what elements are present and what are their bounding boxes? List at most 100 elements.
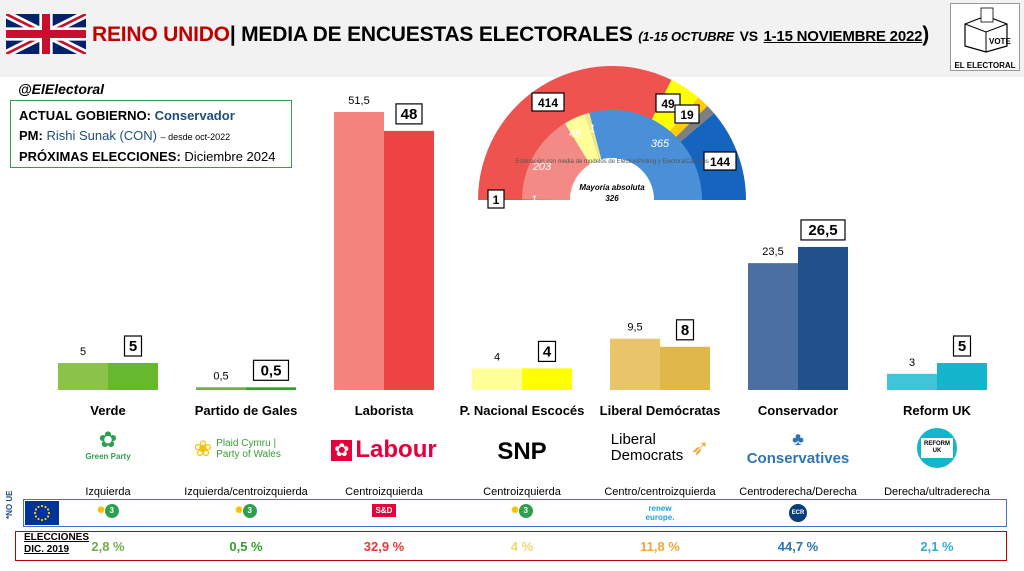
seat-box-labour-box [531, 92, 565, 112]
bar-label-nov: 0,5 [261, 362, 282, 379]
title-text: MEDIA DE ENCUESTAS ELECTORALES [241, 23, 633, 46]
ballot-box-icon: VOTE [964, 7, 1011, 53]
seat-inner-label: 1 [531, 194, 537, 206]
logo-text: REFORM UK [921, 438, 953, 458]
logo-text: Green Party [85, 452, 131, 461]
next-elections-value: Diciembre 2024 [184, 149, 276, 164]
eu-group-icon: ✺ 3 [68, 504, 148, 522]
eu-group-icon: S&D [344, 504, 424, 522]
country-name: REINO UNIDO [92, 23, 230, 46]
seat-box-labour: 414 [538, 96, 558, 110]
title-separator: | [229, 23, 236, 46]
eu-star [46, 508, 50, 511]
party-logo-conservador: ♣ Conservatives [728, 428, 868, 478]
range-a: 1-15 OCTUBRE [642, 29, 734, 44]
election-2019-value: 4 % [510, 539, 534, 554]
elections-2019-row [15, 531, 1007, 561]
party-logo-p-nacional-escoc-s: SNP [452, 428, 592, 478]
no-eu-label: *NO UE [5, 490, 14, 519]
eu-star [34, 508, 38, 511]
hemicycle-inner-segment [589, 109, 702, 200]
election-2019-value: 2,1 % [920, 539, 954, 554]
seat-inner-label: 365 [651, 138, 670, 150]
eu-star [37, 517, 40, 521]
eu-star [40, 504, 44, 508]
bar-label-nov: 26,5 [808, 222, 837, 239]
party-name-laborista: Laborista [354, 403, 414, 418]
party-name-verde: Verde [90, 403, 126, 418]
bar-label-oct: 9,5 [627, 322, 642, 334]
gov-value: Conservador [154, 108, 235, 123]
range-vs: VS [739, 28, 758, 44]
daffodil-icon: ❀ [193, 436, 213, 461]
seat-inner-label: 48 [569, 128, 582, 140]
eu-star [44, 517, 47, 521]
twitter-handle: @ElElectoral [18, 81, 105, 97]
eu-affiliation-row [23, 499, 1007, 527]
bar-nov [108, 363, 158, 390]
bar-oct [196, 387, 246, 390]
seat-inner-label: 1 [589, 123, 595, 135]
seat-box-green: 1 [493, 193, 500, 207]
bar-label-nov: 48 [401, 106, 418, 123]
party-logo-verde: ✿ Green Party [38, 428, 178, 478]
bar-label-oct: 51,5 [348, 95, 369, 107]
eu-group-icon: renew europe. [645, 504, 675, 522]
bar-label-box [252, 359, 290, 381]
uk-flag-icon [6, 14, 86, 54]
party-ideology: Centroizquierda [483, 486, 561, 498]
eu-group-icon: ✺ 3 [206, 504, 286, 522]
logo-text: Labour [355, 436, 437, 463]
range-b: 1-15 NOVIEMBRE 2022 [763, 28, 923, 45]
seat-box-snp-box [674, 104, 700, 124]
bar-label-oct: 23,5 [762, 246, 783, 258]
page-title: REINO UNIDO| MEDIA DE ENCUESTAS ELECTORA… [92, 23, 929, 47]
hemicycle-outer-segment [478, 65, 672, 200]
seat-box-con-box [703, 151, 737, 171]
logo-text: SNP [497, 438, 547, 465]
party-name-conservador: Conservador [757, 403, 839, 418]
party-ideology: Izquierda [85, 486, 131, 498]
bar-nov [246, 387, 296, 390]
bar-oct [334, 112, 384, 390]
elections-2019-label: ELECCIONES DIC. 2019 [24, 532, 89, 556]
bar-nov [522, 368, 572, 390]
party-ideology: Centro/centroizquierda [604, 486, 716, 498]
logo-text: Plaid Cymru | Party of Wales [216, 438, 281, 460]
bar-nov [937, 363, 987, 390]
range-close: ) [922, 23, 930, 46]
party-name-p-nacional-escoc-s: P. Nacional Escocés [459, 403, 585, 418]
hemicycle-note: Estimación con media de modelos de Elect… [515, 159, 708, 165]
seat-box-libdem: 49 [661, 97, 675, 111]
party-logo-partido-de-gales: ❀ Plaid Cymru | Party of Wales [176, 428, 316, 478]
hemicycle-inner-segment [584, 112, 602, 161]
bar-label-box [800, 219, 846, 241]
bar-nov [384, 130, 434, 391]
seat-box-snp: 19 [680, 108, 694, 122]
seat-box-libdem-box [655, 93, 681, 113]
bar-nov [660, 346, 710, 390]
logo-text: EL ELECTORAL [954, 61, 1016, 70]
election-2019-value: 11,8 % [640, 539, 680, 554]
range-open: ( [638, 29, 643, 44]
seat-box-green-box [487, 189, 505, 209]
party-logo-reform-uk: REFORM UK [867, 428, 1007, 478]
rose-icon: ✿ [331, 439, 353, 461]
bar-label-box [537, 340, 557, 363]
eu-star [47, 511, 51, 515]
bar-oct [58, 363, 108, 390]
hemicycle-inner-segment [564, 114, 600, 165]
bar-label-box [123, 335, 143, 357]
party-ideology: Derecha/ultraderecha [884, 486, 990, 498]
election-2019-value: 44,7 % [777, 539, 819, 554]
hemicycle-outer-segment [674, 105, 715, 143]
bar-label-oct: 3 [909, 357, 915, 369]
majority-label: Mayoría absoluta [579, 183, 645, 192]
pm-label: PM: [19, 128, 43, 143]
majority-value: 326 [605, 194, 619, 203]
hemicycle-outer-segment [668, 97, 708, 139]
eu-group-icon: ECR [758, 504, 838, 522]
elections-label-line1: ELECCIONES [24, 532, 90, 543]
bar-label-nov: 4 [543, 343, 552, 360]
bar-label-box [675, 319, 695, 341]
